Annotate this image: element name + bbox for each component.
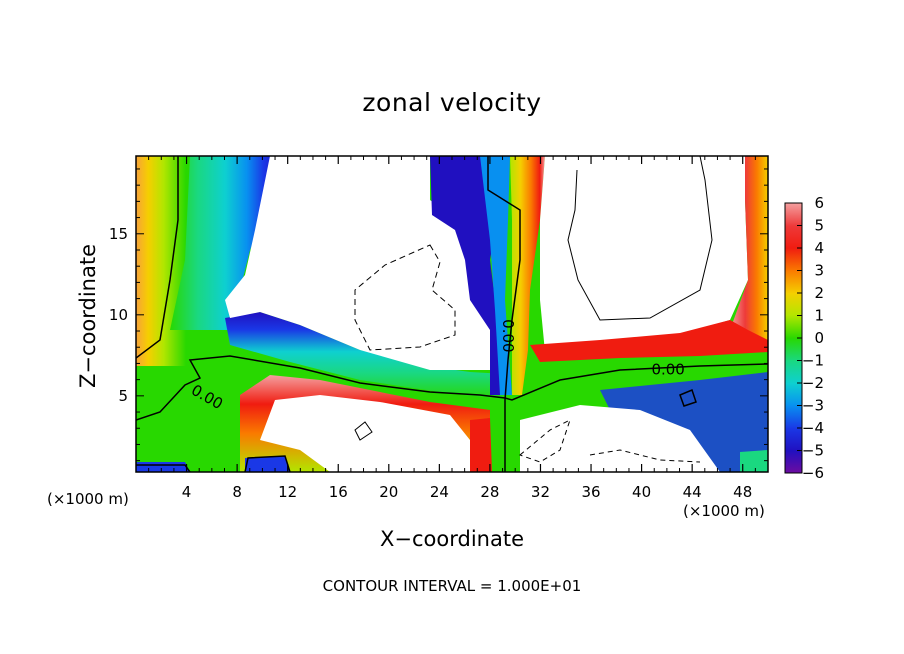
- contour-bottom-left: [136, 464, 191, 472]
- colorbar-segment: [785, 428, 802, 451]
- lower-right-blue: [600, 372, 768, 472]
- contour-zero-left: [136, 156, 179, 359]
- bottom-blue-patch: [245, 456, 290, 472]
- colorbar-segment: [785, 225, 802, 249]
- x-unit-note-right: (×1000 m): [683, 502, 765, 520]
- colorbar-label: 1: [814, 307, 824, 325]
- red-shelf: [530, 320, 768, 362]
- colorbar-label: 0: [814, 329, 824, 347]
- contour-zero-vertical: [487, 156, 521, 472]
- contour-label: 0.00: [499, 319, 517, 352]
- contour-label: 0.00: [651, 360, 684, 378]
- white-region-upper-right: [540, 156, 750, 352]
- x-unit-note-left: (×1000 m): [47, 490, 129, 508]
- red-stub: [470, 418, 492, 472]
- colorbar-label: 3: [814, 262, 824, 280]
- x-tick-label: 20: [379, 483, 398, 501]
- contour-zero-shear: [136, 355, 768, 421]
- colorbar-label: −2: [802, 374, 824, 392]
- chart-title: zonal velocity: [362, 88, 542, 117]
- colorbar-segment: [785, 293, 802, 316]
- x-tick-label: 44: [683, 483, 702, 501]
- colorbar-segment: [785, 248, 802, 271]
- colorbar-segment: [785, 270, 802, 294]
- velocity-field: [136, 156, 768, 472]
- colorbar-label: 6: [814, 194, 824, 212]
- colorbar-segment: [785, 338, 802, 361]
- white-region-lower-right: [520, 405, 720, 472]
- left-blue-band: [170, 156, 280, 330]
- shear-layer-blue: [225, 312, 505, 400]
- red-column: [510, 156, 545, 395]
- colorbar-segment: [785, 360, 802, 384]
- y-tick-label: 5: [118, 387, 128, 405]
- colorbar-label: −5: [802, 442, 824, 460]
- x-tick-label: 8: [232, 483, 242, 501]
- colorbar-label: 5: [814, 217, 824, 235]
- x-tick-label: 28: [480, 483, 499, 501]
- colorbar-label: −6: [802, 464, 824, 482]
- x-axis-label: X−coordinate: [380, 527, 524, 551]
- colorbar-segment: [785, 315, 802, 339]
- cyan-column: [480, 156, 512, 395]
- x-tick-label: 36: [581, 483, 600, 501]
- contour-dashed-center: [354, 244, 456, 351]
- x-tick-label: 40: [632, 483, 651, 501]
- bottom-right-green: [740, 450, 768, 472]
- colorbar-label: −3: [802, 397, 824, 415]
- colorbar-segment: [785, 383, 802, 406]
- x-tick-label: 48: [733, 483, 752, 501]
- bottom-left-blue: [136, 462, 190, 472]
- contour-dashed-lower-right: [589, 449, 701, 463]
- x-tick-label: 16: [329, 483, 348, 501]
- x-tick-label: 24: [430, 483, 449, 501]
- colorbar-label: −1: [802, 352, 824, 370]
- contour-small-loop: [354, 421, 373, 441]
- x-tick-label: 12: [278, 483, 297, 501]
- colorbar-segment: [785, 450, 802, 474]
- colorbar-segment: [785, 405, 802, 429]
- colorbar-label: 2: [814, 284, 824, 302]
- x-tick-label: 32: [531, 483, 550, 501]
- y-tick-label: 15: [109, 225, 128, 243]
- right-wall-band: [730, 156, 768, 345]
- white-region-lower-center: [260, 395, 470, 472]
- white-region-upper-left: [225, 156, 495, 370]
- contour-interval-note: CONTOUR INTERVAL = 1.000E+01: [322, 577, 582, 595]
- colorbar-segment: [785, 203, 802, 226]
- colorbar-label: −4: [802, 419, 824, 437]
- y-tick-label: 10: [109, 306, 128, 324]
- contour-upper-right: [567, 156, 713, 321]
- colorbar: 6 5 4 3 2 1 0 −1 −2 −3 −4 −5 −6: [784, 194, 824, 482]
- colorbar-label: 4: [814, 239, 824, 257]
- contour-dashed-lower: [519, 419, 571, 463]
- x-tick-label: 4: [182, 483, 192, 501]
- contour-small-loop-right: [679, 388, 697, 407]
